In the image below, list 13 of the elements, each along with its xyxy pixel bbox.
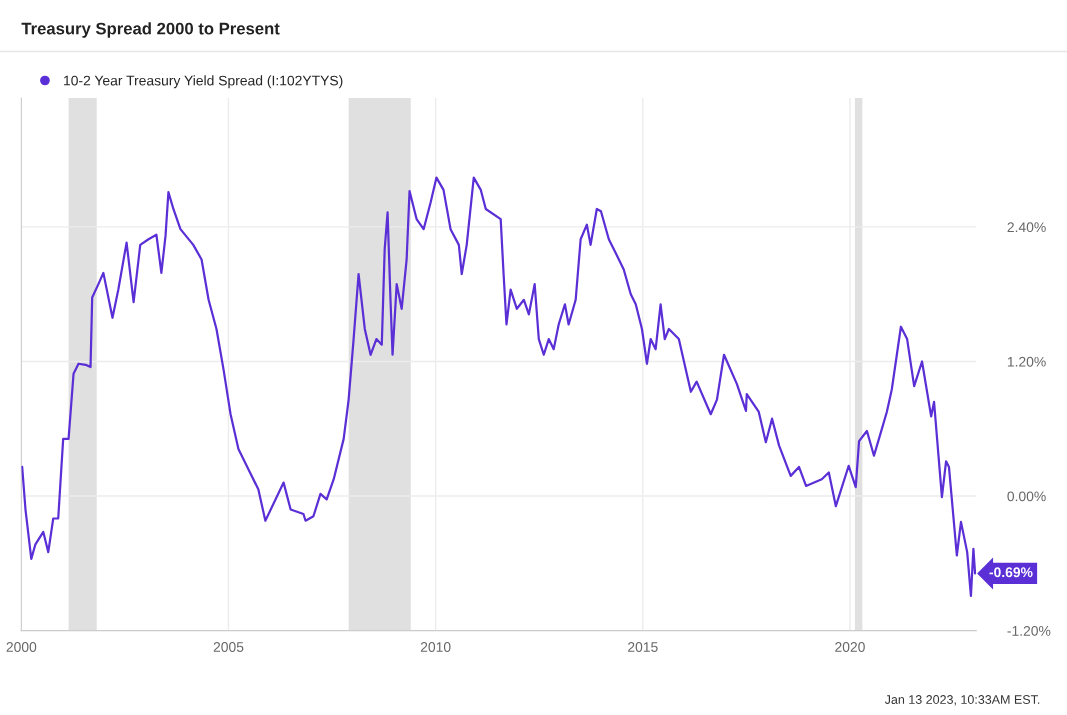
x-tick-label: 2010 xyxy=(420,642,451,652)
y-tick-label: 0.00% xyxy=(1007,491,1046,502)
legend-label: 10-2 Year Treasury Yield Spread (I:102YTYS) xyxy=(64,75,343,89)
chart-title: Treasury Spread 2000 to Present xyxy=(21,22,280,38)
x-tick-label: 2005 xyxy=(213,642,244,652)
x-tick-label: 2015 xyxy=(628,642,658,652)
x-tick-label: 2020 xyxy=(835,642,865,652)
text: Jan 13 2023, 10:33AM EST. xyxy=(884,695,1040,706)
y-tick-label: 2.40% xyxy=(1007,222,1046,233)
y-tick-label: 1.20% xyxy=(1007,356,1046,367)
annotation: -0.69% xyxy=(989,567,1033,578)
y-tick-label: -1.20% xyxy=(1007,625,1051,636)
x-tick-label: 2000 xyxy=(6,642,37,652)
